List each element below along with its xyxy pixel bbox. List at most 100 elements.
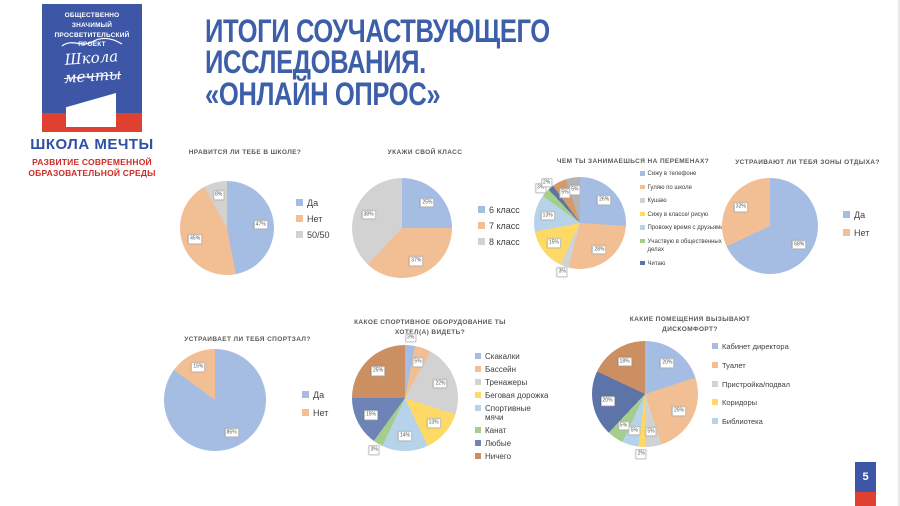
slide-title-line1: ИТОГИ СОУЧАСТВУЮЩЕГО ИССЛЕДОВАНИЯ.: [205, 13, 550, 81]
pie-value-label: 15%: [363, 410, 378, 421]
chart-title: УСТРАИВАЕТ ЛИ ТЕБЯ СПОРТЗАЛ?: [184, 336, 311, 343]
chart-legend: Сижу в телефоне Гуляю по школе Кушаю Сижу в…: [640, 170, 728, 268]
legend-swatch-icon: [478, 222, 485, 229]
pie: 20% 25% 5% 2% 5% 5% 20% 18%: [592, 341, 698, 460]
legend-swatch-icon: [843, 211, 850, 218]
legend-swatch-icon: [296, 199, 303, 206]
legend-item: Туалет: [712, 361, 792, 371]
legend-swatch-icon: [640, 211, 645, 217]
pie-value-label: 45%: [188, 234, 203, 245]
legend-label: 50/50: [307, 230, 330, 240]
chart-title: УКАЖИ СВОЙ КЛАСС: [387, 149, 463, 156]
legend-label: Да: [307, 198, 319, 208]
pie-value-label: 47%: [253, 220, 268, 230]
legend-item: 6 класс: [478, 205, 520, 215]
pie-value-label: 20%: [660, 358, 675, 368]
pie-value-label: 14%: [397, 431, 413, 441]
legend-swatch-icon: [302, 391, 309, 398]
pie-value-label: 3%: [405, 333, 417, 343]
legend-swatch-icon: [475, 427, 481, 433]
house-icon: [66, 93, 116, 127]
slide-title: ИТОГИ СОУЧАСТВУЮЩЕГО ИССЛЕДОВАНИЯ. «ОНЛА…: [205, 13, 733, 112]
legend-label: Нет: [307, 214, 323, 224]
legend-item: Коридоры: [712, 398, 792, 408]
pie-value-label: 2%: [540, 177, 553, 188]
pie: 47% 45% 8%: [180, 181, 274, 275]
legend-swatch-icon: [478, 238, 485, 245]
chart-grade: УКАЖИ СВОЙ КЛАСС 25% 37% 38% 6 класс 7 клас…: [330, 146, 520, 306]
chart-legend: Да Нет: [302, 390, 328, 418]
pie-value-label: 68%: [792, 239, 807, 250]
legend-label: Сижу в классе/ рисую: [647, 211, 709, 218]
logo-script-text: Школа мечты: [63, 47, 122, 87]
slide-title-line2: «ОНЛАЙН ОПРОС»: [205, 75, 441, 112]
chart-legend: Да Нет 50/50: [296, 198, 330, 240]
pie-value-label: 5%: [617, 420, 630, 431]
legend-item: Сижу в классе/ рисую: [640, 211, 728, 219]
legend-swatch-icon: [712, 361, 718, 368]
legend-item: Спортивные мячи: [475, 404, 550, 422]
legend-item: Канат: [475, 426, 550, 435]
chart-title: НРАВИТСЯ ЛИ ТЕБЕ В ШКОЛЕ?: [188, 149, 302, 156]
legend-swatch-icon: [640, 171, 645, 176]
pie-value-label: 15%: [546, 238, 561, 249]
chart-legend: Да Нет: [843, 210, 869, 238]
legend-item: Гуляю по школе: [640, 184, 728, 192]
legend-swatch-icon: [475, 353, 481, 359]
legend-swatch-icon: [302, 409, 309, 416]
pie-value-label: 22%: [433, 379, 448, 389]
pie-value-label: 2%: [635, 449, 647, 460]
legend-swatch-icon: [712, 418, 718, 424]
chart-gym: УСТРАИВАЕТ ЛИ ТЕБЯ СПОРТЗАЛ? 85% 15% Да Не…: [150, 318, 345, 483]
chart-sport-equipment: КАКОЕ СПОРТИВНОЕ ОБОРУДОВАНИЕ ТЫ ХОТЕЛ(А…: [340, 310, 548, 482]
pie-value-label: 5%: [645, 426, 657, 437]
logo-project-label: ОБЩЕСТВЕННО ЗНАЧИМЫЙ ПРОСВЕТИТЕЛЬСКИЙ ПР…: [54, 12, 130, 49]
legend-label: Провожу время с друзьями: [647, 225, 724, 232]
chart-title: КАКИЕ ПОМЕЩЕНИЯ ВЫЗЫВАЮТ ДИСКОМФОРТ?: [629, 316, 751, 333]
legend-swatch-icon: [712, 343, 718, 349]
pie-value-label: 8%: [212, 190, 225, 200]
pie-value-label: 3%: [368, 445, 380, 455]
page-flag-red: [855, 492, 876, 506]
legend-swatch-icon: [640, 260, 645, 266]
chart-title: КАКОЕ СПОРТИВНОЕ ОБОРУДОВАНИЕ ТЫ ХОТЕЛ(А…: [354, 319, 506, 336]
legend-item: 50/50: [296, 230, 330, 240]
pie-value-label: 13%: [426, 418, 441, 428]
legend-label: Нет: [854, 228, 870, 238]
legend-label: Спортивные мячи: [485, 404, 531, 422]
chart-legend: Кабинет директора Туалет Пристройка/подвал…: [712, 342, 792, 427]
legend-item: Кабинет директора: [712, 342, 792, 352]
legend-label: Гуляю по школе: [647, 184, 692, 191]
chart-like-school: НРАВИТСЯ ЛИ ТЕБЕ В ШКОЛЕ? 47% 45% 8% Да Нет…: [150, 146, 340, 306]
legend-swatch-icon: [843, 229, 850, 236]
legend-item: Нет: [296, 214, 330, 224]
pie-value-label: 15%: [191, 362, 206, 373]
logo-scribble-icon: [61, 37, 123, 47]
pie-value-label: 28%: [592, 245, 607, 255]
legend-item: Нет: [302, 408, 328, 418]
chart-title: ЧЕМ ТЫ ЗАНИМАЕШЬСЯ НА ПЕРЕМЕНАХ?: [556, 158, 710, 165]
legend-label: Библиотека: [722, 417, 763, 426]
legend-item: Читаю: [640, 260, 728, 268]
pie-value-label: 85%: [224, 427, 239, 438]
chart-discomfort-rooms: КАКИЕ ПОМЕЩЕНИЯ ВЫЗЫВАЮТ ДИСКОМФОРТ? 20%…: [585, 310, 800, 482]
pie-value-label: 25%: [671, 406, 687, 417]
pie-value-label: 18%: [617, 357, 632, 367]
legend-item: Да: [843, 210, 869, 220]
pie-value-label: 20%: [600, 396, 615, 406]
legend-item: Тренажеры: [475, 378, 550, 387]
brand-tagline: РАЗВИТИЕ СОВРЕМЕННОЙ ОБРАЗОВАТЕЛЬНОЙ СРЕ…: [28, 157, 156, 179]
legend-label: Сижу в телефоне: [647, 171, 697, 177]
legend-swatch-icon: [640, 198, 645, 203]
legend-item: Бассейн: [475, 365, 550, 374]
legend-item: 8 класс: [478, 237, 520, 247]
legend-swatch-icon: [475, 405, 481, 411]
legend-swatch-icon: [475, 366, 481, 372]
legend-label: Да: [313, 390, 325, 400]
legend-item: Беговая дорожка: [475, 391, 550, 400]
legend-label: Скакалки: [485, 352, 520, 361]
pie: 85% 15%: [164, 349, 266, 451]
pie-value-label: 37%: [409, 256, 424, 266]
legend-label: Любые: [485, 439, 512, 448]
